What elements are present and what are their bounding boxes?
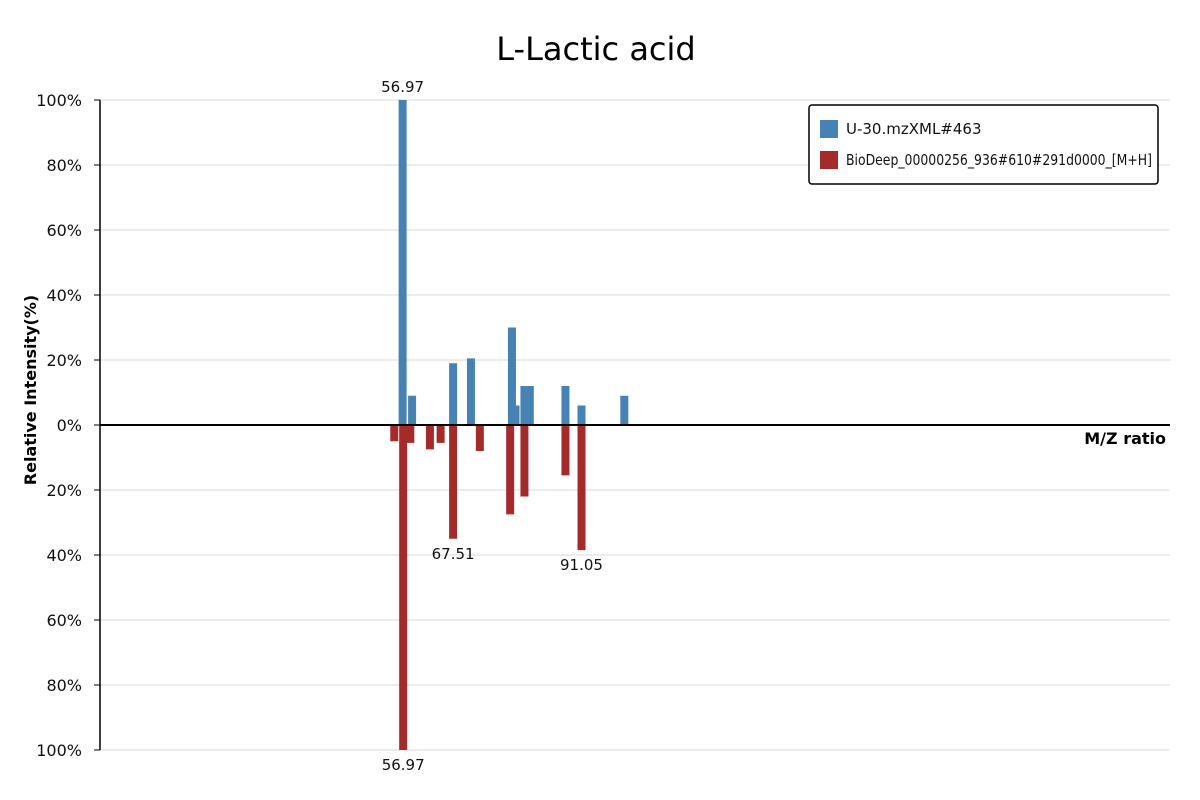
sample-peak-bar xyxy=(408,395,417,425)
sample-peak-bar xyxy=(525,386,534,425)
y-tick-label: 20% xyxy=(46,481,82,500)
reference-peak-bar xyxy=(425,425,434,450)
chart-title: L-Lactic acid xyxy=(496,30,695,68)
reference-peak-bar xyxy=(436,425,445,443)
y-tick-label: 0% xyxy=(57,416,82,435)
reference-peak-bar xyxy=(449,425,458,539)
sample-peak-bar xyxy=(577,405,586,425)
sample-peak-bar xyxy=(507,327,516,425)
peak-label: 91.05 xyxy=(560,556,603,574)
spectrum-bars xyxy=(390,100,629,750)
reference-peak-bar xyxy=(406,425,415,443)
reference-peak-bar xyxy=(390,425,399,442)
legend: U-30.mzXML#463 BioDeep_00000256_936#610#… xyxy=(808,104,1159,185)
y-tick-label: 60% xyxy=(46,611,82,630)
reference-peak-bar xyxy=(399,425,408,750)
y-tick-label: 40% xyxy=(46,286,82,305)
y-tick-label: 20% xyxy=(46,351,82,370)
y-tick-label: 40% xyxy=(46,546,82,565)
reference-peak-bar xyxy=(561,425,570,476)
peak-labels: 56.97 67.51 91.05 56.97 xyxy=(381,78,603,774)
x-axis-label: M/Z ratio xyxy=(1084,429,1166,448)
grid-lines xyxy=(100,99,1170,751)
legend-label-top: U-30.mzXML#463 xyxy=(846,120,982,138)
y-tick-label: 80% xyxy=(46,156,82,175)
sample-peak-bar xyxy=(561,386,570,425)
sample-peak-bar xyxy=(449,363,458,425)
sample-peak-bar xyxy=(398,100,407,425)
legend-swatch-top xyxy=(820,120,838,138)
y-tick-label: 80% xyxy=(46,676,82,695)
sample-peak-bar xyxy=(620,395,629,425)
peak-label: 67.51 xyxy=(432,545,475,563)
reference-peak-bar xyxy=(520,425,529,497)
y-axis-ticks: 100% 80% 60% 40% 20% 0% 20% 40% 60% 80% 100% xyxy=(36,91,100,760)
reference-peak-bar xyxy=(506,425,515,515)
sample-peak-bar xyxy=(466,358,475,425)
legend-label-bottom: BioDeep_00000256_936#610#291d0000_[M+H] xyxy=(846,151,1152,170)
y-tick-label: 100% xyxy=(36,741,82,760)
reference-peak-bar xyxy=(577,425,586,551)
sample-peak-bar xyxy=(520,386,529,425)
reference-peak-bar xyxy=(475,425,484,451)
y-axis-label: Relative Intensity(%) xyxy=(21,295,40,485)
legend-swatch-bottom xyxy=(820,151,838,169)
y-tick-label: 100% xyxy=(36,91,82,110)
y-tick-label: 60% xyxy=(46,221,82,240)
legend-box xyxy=(808,104,1159,185)
peak-label: 56.97 xyxy=(382,756,425,774)
peak-label: 56.97 xyxy=(381,78,424,96)
sample-peak-bar xyxy=(511,405,520,425)
